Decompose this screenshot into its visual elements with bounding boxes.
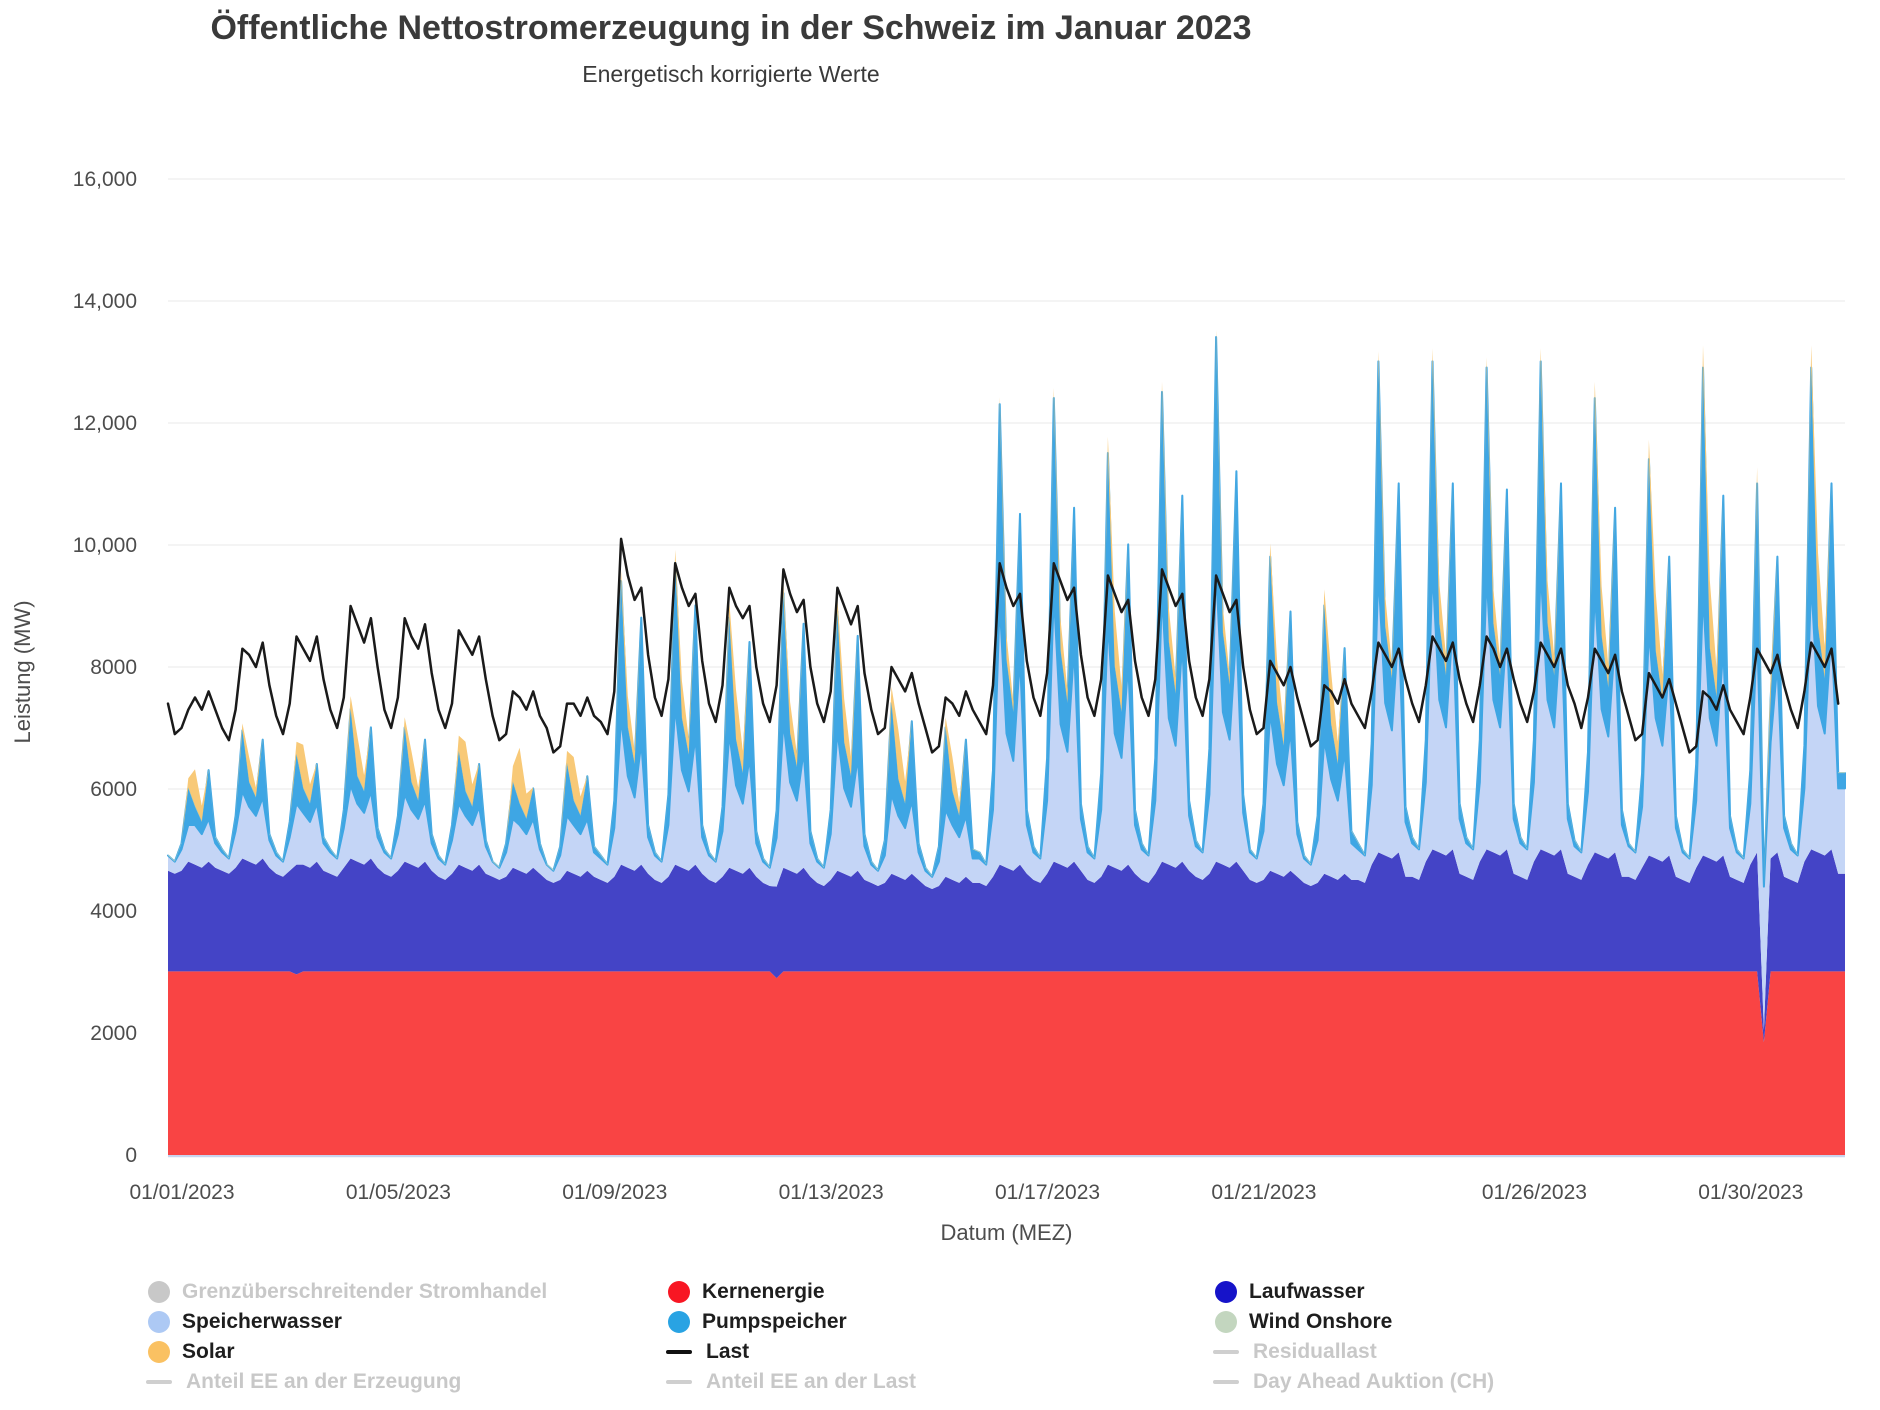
y-tick-label: 12,000: [73, 412, 137, 435]
area-kernenergie: [168, 971, 1845, 1155]
legend-label: Day Ahead Auktion (CH): [1253, 1370, 1495, 1393]
x-tick-label: 01/05/2023: [346, 1181, 451, 1204]
legend-item-solar[interactable]: Solar: [148, 1337, 547, 1367]
area-laufwasser: [168, 849, 1845, 1043]
x-tick-label: 01/26/2023: [1482, 1181, 1587, 1204]
x-tick-label: 01/30/2023: [1698, 1181, 1803, 1204]
page-title: Öffentliche Nettostromerzeugung in der S…: [210, 9, 1252, 47]
legend-circle-marker: [148, 1281, 170, 1303]
y-tick-label: 0: [125, 1144, 137, 1167]
legend-circle-marker: [148, 1341, 170, 1363]
page-subtitle: Energetisch korrigierte Werte: [582, 61, 880, 87]
line-last: [166, 537, 1840, 754]
y-axis-title: Leistung (MW): [10, 600, 35, 743]
legend-column: Kernenergie Pumpspeicher Last Anteil EE an …: [666, 1277, 917, 1397]
legend-item-pumpspeicher[interactable]: Pumpspeicher: [668, 1307, 916, 1337]
legend-circle-marker: [668, 1281, 690, 1303]
legend-column: Laufwasser Wind Onshore Residuallast Day Ah…: [1213, 1277, 1495, 1397]
y-tick-label: 6000: [90, 778, 137, 801]
legend-label: Wind Onshore: [1249, 1310, 1393, 1333]
x-tick-label: 01/21/2023: [1211, 1181, 1316, 1204]
legend-item-grenzüberschreitender-stromhandel[interactable]: Grenzüberschreitender Stromhandel: [148, 1277, 547, 1307]
legend-line-marker: [666, 1350, 692, 1354]
chart-plot-area[interactable]: 0 2000 4000 6000 8000 10,000 12,000 14,000 16,00…: [0, 0, 1880, 1260]
legend-label: Laufwasser: [1249, 1280, 1365, 1303]
legend-label: Last: [706, 1340, 750, 1363]
legend-item-kernenergie[interactable]: Kernenergie: [668, 1277, 916, 1307]
y-tick-label: 10,000: [73, 534, 137, 557]
legend-label: Pumpspeicher: [702, 1310, 847, 1333]
legend-label: Residuallast: [1253, 1340, 1377, 1363]
legend-line-marker: [146, 1380, 172, 1384]
y-tick-label: 2000: [90, 1022, 137, 1045]
legend-circle-marker: [1215, 1311, 1237, 1333]
y-tick-label: 8000: [90, 656, 137, 679]
legend-line-marker: [1213, 1380, 1239, 1384]
y-tick-label: 4000: [90, 900, 137, 923]
legend-item-anteil-ee-an-der-last[interactable]: Anteil EE an der Last: [666, 1367, 917, 1397]
x-axis-title: Datum (MEZ): [941, 1220, 1073, 1245]
x-tick-label: 01/01/2023: [129, 1181, 234, 1204]
x-tick-label: 01/17/2023: [995, 1181, 1100, 1204]
legend-line-marker: [666, 1380, 692, 1384]
legend-item-last[interactable]: Last: [666, 1337, 916, 1367]
legend-item-wind-onshore[interactable]: Wind Onshore: [1215, 1307, 1494, 1337]
legend-item-anteil-ee-an-der-erzeugung[interactable]: Anteil EE an der Erzeugung: [146, 1367, 547, 1397]
legend-label: Solar: [182, 1340, 235, 1363]
legend-label: Kernenergie: [702, 1280, 825, 1303]
legend-label: Grenzüberschreitender Stromhandel: [182, 1280, 548, 1303]
x-tick-label: 01/09/2023: [562, 1181, 667, 1204]
legend-item-day-ahead-auktion-ch-[interactable]: Day Ahead Auktion (CH): [1213, 1367, 1495, 1397]
y-tick-label: 14,000: [73, 290, 137, 313]
area-pumpspeicher: [167, 336, 1846, 888]
x-tick-label: 01/13/2023: [779, 1181, 884, 1204]
legend-circle-marker: [1215, 1281, 1237, 1303]
legend-circle-marker: [148, 1311, 170, 1333]
legend-item-laufwasser[interactable]: Laufwasser: [1215, 1277, 1494, 1307]
legend-line-marker: [1213, 1350, 1239, 1354]
chart-legend: Grenzüberschreitender Stromhandel Speiche…: [0, 1277, 1880, 1407]
chart-header: Öffentliche Nettostromerzeugung in der S…: [210, 6, 1251, 90]
legend-item-residuallast[interactable]: Residuallast: [1213, 1337, 1494, 1367]
legend-column: Grenzüberschreitender Stromhandel Speiche…: [146, 1277, 547, 1397]
legend-label: Anteil EE an der Last: [706, 1370, 917, 1393]
stacked-area-chart: 0 2000 4000 6000 8000 10,000 12,000 14,000 16,00…: [10, 168, 1846, 1245]
legend-label: Anteil EE an der Erzeugung: [186, 1370, 462, 1393]
y-tick-label: 16,000: [73, 168, 137, 191]
legend-circle-marker: [668, 1311, 690, 1333]
legend-label: Speicherwasser: [182, 1310, 342, 1333]
legend-item-speicherwasser[interactable]: Speicherwasser: [148, 1307, 547, 1337]
area-speicherwasser: [168, 568, 1845, 1030]
